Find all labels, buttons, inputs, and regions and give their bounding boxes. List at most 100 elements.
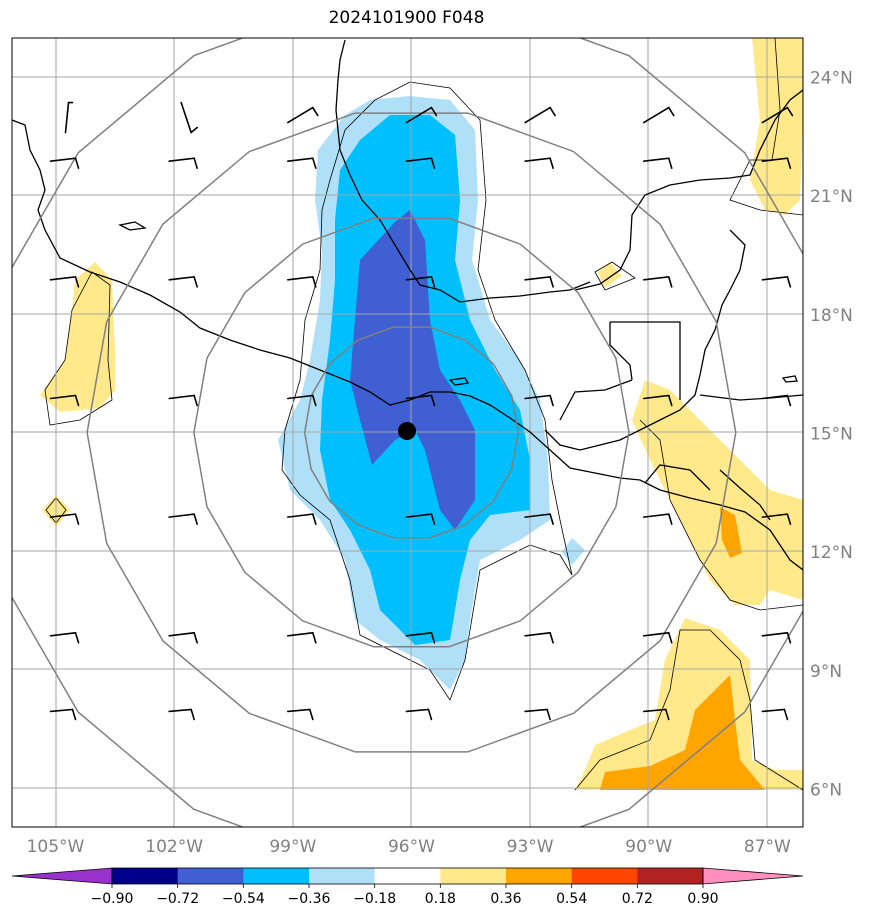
wind-barb — [287, 394, 317, 407]
colorbar-swatch — [243, 868, 310, 884]
colorbar-tick-label: −0.72 — [156, 891, 199, 907]
wind-barb — [642, 513, 673, 525]
wind-barb — [168, 513, 198, 525]
contour-lines — [44, 38, 803, 791]
x-tick-labels: 105°W 102°W 99°W 96°W 93°W 90°W 87°W — [27, 837, 791, 857]
wind-barb — [49, 394, 80, 407]
wind-barb — [524, 394, 554, 407]
colorbar-swatch — [506, 868, 573, 884]
wind-barb — [761, 106, 794, 124]
wind-barb — [49, 275, 80, 288]
colorbar-swatch — [112, 868, 179, 884]
colorbar-swatch — [637, 868, 704, 884]
colorbar-tick-label: −0.54 — [222, 891, 265, 907]
x-tick-label: 87°W — [744, 837, 791, 857]
range-ring — [193, 217, 630, 648]
colorbar-swatch — [177, 868, 244, 884]
contour-orange-se — [600, 675, 765, 790]
colorbar-tick-label: 0.36 — [490, 891, 521, 907]
colorbar-swatch — [571, 868, 638, 884]
map-title: 2024101900 F048 — [328, 8, 485, 28]
wind-barb — [405, 708, 433, 721]
colorbar-tick-label: 0.72 — [622, 891, 653, 907]
wind-barb — [642, 708, 670, 721]
wind-barb — [642, 394, 673, 407]
contour-yellow-west — [40, 262, 115, 412]
colorbar: −0.90 −0.72 −0.54 −0.36 −0.18 0.18 0.36 0.54 0.7… — [11, 867, 804, 907]
wind-barb — [287, 106, 319, 124]
wind-barb — [642, 275, 673, 288]
x-tick-label: 102°W — [145, 837, 203, 857]
wind-barb — [49, 513, 80, 525]
wind-barb — [761, 275, 792, 288]
colorbar-swatch — [374, 868, 441, 884]
wind-barb — [761, 394, 792, 407]
map-frame — [11, 37, 804, 828]
colorbar-tick-label: 0.18 — [425, 891, 456, 907]
wind-barb — [168, 394, 198, 407]
y-tick-label: 15°N — [810, 424, 853, 444]
shaded-field-layer — [40, 38, 803, 790]
coastlines — [12, 39, 803, 571]
wind-barbs — [49, 101, 794, 721]
range-rings — [12, 38, 803, 827]
wind-barb — [287, 631, 317, 644]
range-ring — [12, 38, 803, 827]
wind-barb — [64, 101, 74, 134]
wind-barb — [761, 157, 792, 169]
wind-barb — [761, 708, 789, 721]
wind-barb — [405, 275, 436, 288]
colorbar-swatch — [440, 868, 507, 884]
wind-barb — [761, 631, 792, 644]
wind-barb — [642, 106, 675, 124]
x-tick-label: 93°W — [507, 837, 554, 857]
wind-barb — [405, 106, 438, 124]
wind-barb — [287, 708, 314, 721]
wind-barb — [524, 106, 556, 124]
wind-barb — [49, 157, 80, 169]
wind-barb — [405, 631, 436, 644]
wind-barb — [524, 157, 554, 169]
range-ring — [86, 112, 737, 753]
wind-barb — [49, 631, 80, 644]
colorbar-tick-label: −0.36 — [288, 891, 331, 907]
storm-center-marker — [398, 422, 416, 440]
wind-barb — [524, 631, 554, 644]
wind-barb — [49, 708, 77, 721]
contour-royal-blue — [350, 210, 475, 530]
wind-barb — [168, 631, 198, 644]
contour-yellow-ne — [750, 38, 803, 215]
colorbar-tick-label: 0.90 — [687, 891, 718, 907]
x-tick-label: 96°W — [388, 837, 435, 857]
colorbar-tick-label: −0.90 — [91, 891, 134, 907]
wind-barb — [180, 101, 198, 134]
y-tick-label: 21°N — [810, 187, 853, 207]
x-tick-label: 105°W — [27, 837, 85, 857]
y-tick-labels: 24°N 21°N 18°N 15°N 12°N 9°N 6°N — [810, 69, 853, 801]
colorbar-tick-label: −0.18 — [353, 891, 396, 907]
y-tick-label: 9°N — [810, 662, 842, 682]
x-tick-label: 90°W — [625, 837, 672, 857]
colorbar-tick-label: 0.54 — [556, 891, 587, 907]
x-tick-label: 99°W — [269, 837, 316, 857]
wind-barb — [524, 275, 554, 288]
wind-barb — [168, 275, 198, 288]
range-ring — [303, 326, 519, 539]
wind-barb — [405, 157, 436, 169]
y-tick-label: 12°N — [810, 543, 853, 563]
contour-yellow-east — [632, 380, 803, 605]
wind-barb — [761, 513, 792, 525]
wind-barb — [405, 394, 436, 407]
contour-orange-east — [720, 507, 742, 558]
colorbar-extend-high — [702, 867, 804, 885]
colorbar-extend-low — [11, 867, 113, 885]
colorbar-outline — [111, 867, 704, 885]
wind-barb — [642, 157, 673, 169]
wind-barb — [524, 513, 554, 525]
colorbar-swatch — [309, 868, 376, 884]
wind-barb — [524, 708, 551, 721]
y-tick-label: 18°N — [810, 306, 853, 326]
wind-barb — [642, 631, 673, 644]
wind-barb — [168, 708, 195, 721]
